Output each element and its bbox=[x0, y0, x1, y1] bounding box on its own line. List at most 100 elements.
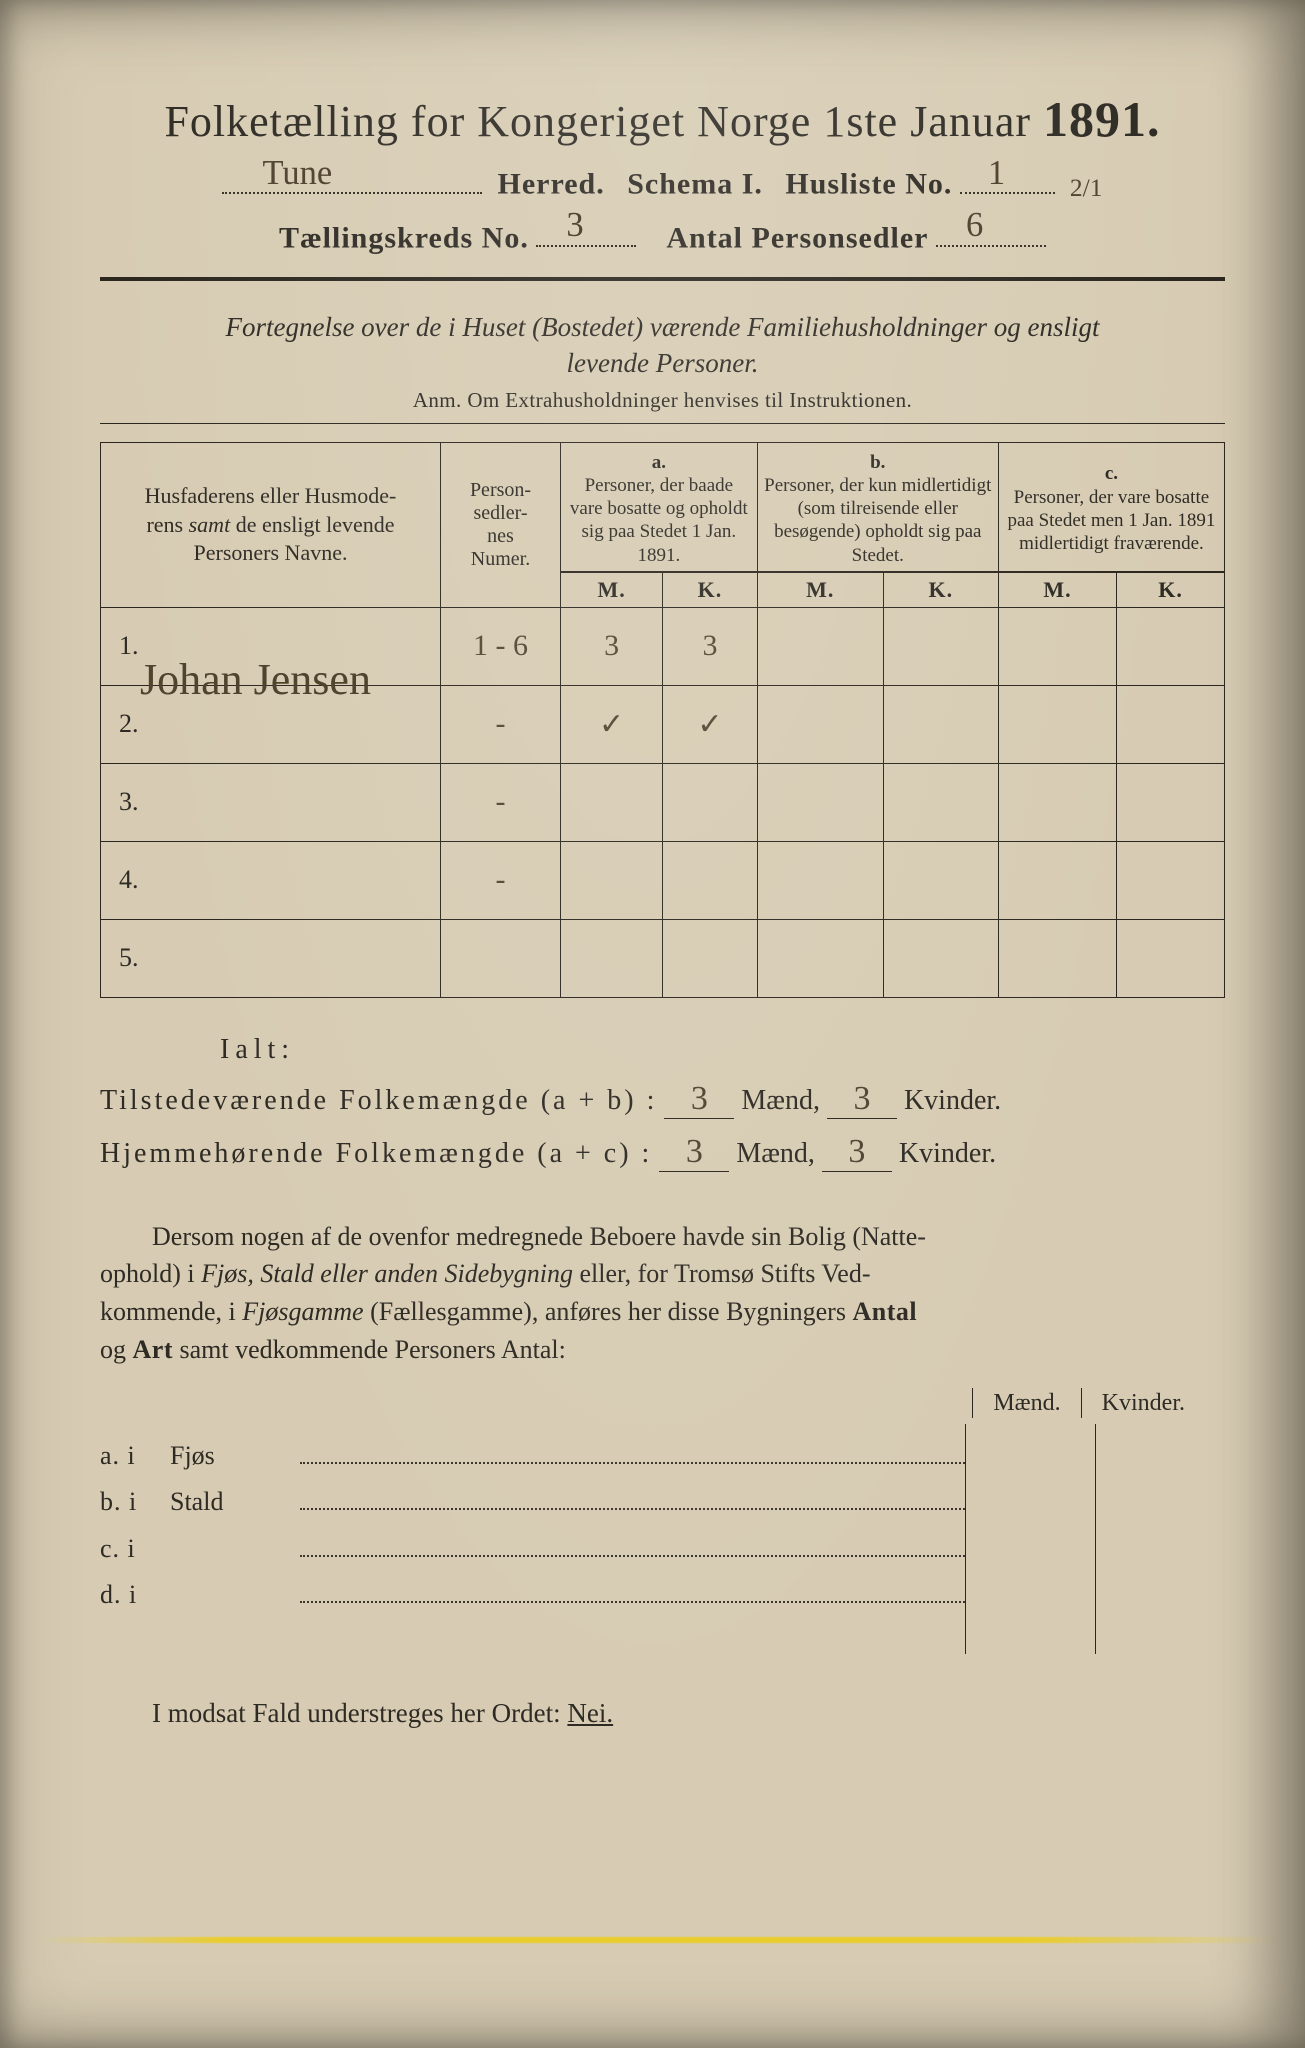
dotted-line bbox=[300, 1440, 965, 1463]
list-item: c. i bbox=[100, 1533, 965, 1563]
row-bm bbox=[757, 607, 883, 685]
totals-line-1: Tilstedeværende Folkemængde (a + b) : 3 … bbox=[100, 1080, 1225, 1119]
row-personsedler bbox=[441, 919, 561, 997]
mk-columns bbox=[965, 1424, 1225, 1654]
herred-field: Tune bbox=[222, 162, 482, 194]
row-bm bbox=[757, 685, 883, 763]
row-num: 3. bbox=[101, 763, 441, 841]
col-num-header: Person-sedler-nesNumer. bbox=[441, 442, 561, 607]
c-k: K. bbox=[1117, 572, 1225, 607]
husliste-no-field: 1 bbox=[960, 162, 1055, 194]
samt-italic: samt bbox=[189, 512, 231, 537]
totals-2-k: 3 bbox=[822, 1133, 892, 1172]
row-bm bbox=[757, 841, 883, 919]
kvinder-col bbox=[1095, 1424, 1225, 1654]
b-art: Art bbox=[133, 1335, 173, 1364]
row-personsedler: - bbox=[441, 685, 561, 763]
table-row: 5. bbox=[101, 919, 1225, 997]
row-ak bbox=[663, 763, 757, 841]
totals-1-m: 3 bbox=[664, 1080, 734, 1119]
husliste-suffix: 2/1 bbox=[1070, 173, 1103, 202]
herred-value: Tune bbox=[262, 154, 332, 193]
kvinder-label: Kvinder. bbox=[899, 1138, 996, 1169]
row-personsedler: - bbox=[441, 763, 561, 841]
row-num: 4. bbox=[101, 841, 441, 919]
dotted-line bbox=[300, 1533, 965, 1556]
divider-thin bbox=[100, 423, 1225, 424]
census-form-page: Folketælling for Kongeriget Norge 1ste J… bbox=[0, 0, 1305, 2048]
row-ak bbox=[663, 841, 757, 919]
sidebygning-block: a. i Fjøs b. i Stald c. i d. i bbox=[100, 1424, 1225, 1654]
divider-bar bbox=[1081, 1388, 1082, 1418]
row-cm bbox=[998, 763, 1116, 841]
row-ck bbox=[1117, 607, 1225, 685]
totals-1-label: Tilstedeværende Folkemængde (a + b) : bbox=[100, 1085, 657, 1116]
b-antal: Antal bbox=[852, 1297, 917, 1326]
kreds-field: 3 bbox=[536, 216, 636, 248]
row-am: ✓ bbox=[561, 685, 663, 763]
b-text: Personer, der kun midlertidigt (som tilr… bbox=[764, 475, 991, 566]
row-bk bbox=[883, 685, 998, 763]
head-of-household-name: Johan Jensen bbox=[140, 654, 371, 705]
intro-line1: Fortegnelse over de i Huset (Bostedet) v… bbox=[225, 312, 1099, 342]
personsedler-label: Antal Personsedler bbox=[666, 221, 928, 254]
row-cm bbox=[998, 841, 1116, 919]
personsedler-field: 6 bbox=[936, 216, 1046, 248]
row-cm bbox=[998, 919, 1116, 997]
row-cm bbox=[998, 685, 1116, 763]
census-table: Husfaderens eller Husmode-rens samt de e… bbox=[100, 442, 1225, 998]
row-bm bbox=[757, 919, 883, 997]
mk-header: Mænd. Kvinder. bbox=[100, 1388, 1225, 1418]
kvinder-hdr: Kvinder. bbox=[1102, 1390, 1185, 1417]
divider-thick bbox=[100, 277, 1225, 281]
b-k: K. bbox=[883, 572, 998, 607]
row-personsedler: - bbox=[441, 841, 561, 919]
kreds-no: 3 bbox=[566, 206, 583, 245]
ialt-label: Ialt: bbox=[220, 1034, 1225, 1066]
page-title: Folketælling for Kongeriget Norge 1ste J… bbox=[100, 90, 1225, 148]
intro-line2: levende Personer. bbox=[567, 348, 759, 378]
nei-word: Nei. bbox=[567, 1698, 613, 1728]
yellow-stain bbox=[40, 1937, 1275, 1943]
row-txt: Stald bbox=[170, 1487, 300, 1517]
em-fjosgamme: Fjøsgamme bbox=[242, 1297, 363, 1326]
row-bm bbox=[757, 763, 883, 841]
a-label: a. bbox=[652, 452, 666, 473]
maend-col bbox=[965, 1424, 1095, 1654]
row-bk bbox=[883, 607, 998, 685]
a-text: Personer, der baade vare bosatte og opho… bbox=[570, 475, 748, 566]
herred-label: Herred. bbox=[497, 168, 604, 201]
kreds-label: Tællingskreds No. bbox=[279, 221, 529, 254]
row-ck bbox=[1117, 841, 1225, 919]
row-ak: 3 bbox=[663, 607, 757, 685]
table-row: 3. - bbox=[101, 763, 1225, 841]
kvinder-label: Kvinder. bbox=[904, 1085, 1001, 1116]
row-txt: Fjøs bbox=[170, 1441, 300, 1471]
husliste-label: Husliste No. bbox=[785, 168, 952, 201]
intro-text: Fortegnelse over de i Huset (Bostedet) v… bbox=[100, 309, 1225, 382]
col-c-header: c. Personer, der vare bosatte paa Stedet… bbox=[998, 442, 1224, 571]
row-ck bbox=[1117, 919, 1225, 997]
table-row: 4. - bbox=[101, 841, 1225, 919]
totals-line-2: Hjemmehørende Folkemængde (a + c) : 3 Mæ… bbox=[100, 1133, 1225, 1172]
row-lbl: d. i bbox=[100, 1580, 170, 1610]
row-bk bbox=[883, 841, 998, 919]
dotted-line bbox=[300, 1580, 965, 1603]
row-ck bbox=[1117, 685, 1225, 763]
row-lbl: a. i bbox=[100, 1441, 170, 1471]
husliste-no: 1 bbox=[988, 154, 1005, 193]
header-line-1: Tune Herred. Schema I. Husliste No. 1 2/… bbox=[100, 162, 1225, 202]
c-label: c. bbox=[1105, 463, 1118, 484]
divider-bar bbox=[972, 1388, 973, 1418]
title-year: 1891. bbox=[1043, 91, 1161, 147]
col-name-header: Husfaderens eller Husmode-rens samt de e… bbox=[101, 442, 441, 607]
row-lbl: c. i bbox=[100, 1534, 170, 1564]
row-am bbox=[561, 841, 663, 919]
row-ak: ✓ bbox=[663, 685, 757, 763]
dotted-line bbox=[300, 1487, 965, 1510]
schema-label: Schema I. bbox=[627, 168, 763, 201]
list-item: a. i Fjøs bbox=[100, 1440, 965, 1470]
totals-1-k: 3 bbox=[827, 1080, 897, 1119]
anm-note: Anm. Om Extrahusholdninger henvises til … bbox=[100, 388, 1225, 413]
col-b-header: b. Personer, der kun midlertidigt (som t… bbox=[757, 442, 998, 571]
